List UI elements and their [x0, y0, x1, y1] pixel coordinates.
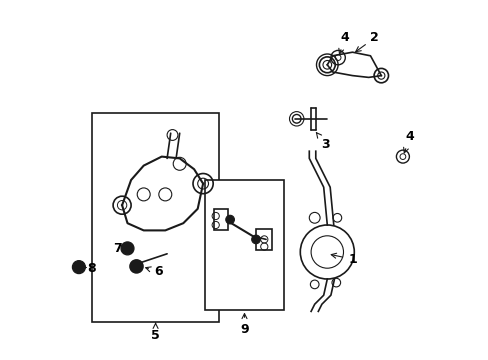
- Text: 1: 1: [330, 253, 356, 266]
- Circle shape: [251, 235, 260, 244]
- Text: 4: 4: [403, 130, 414, 153]
- Bar: [256, 229, 272, 250]
- Text: 5: 5: [151, 323, 160, 342]
- Bar: [91, 113, 219, 322]
- Text: 3: 3: [316, 132, 329, 150]
- Circle shape: [225, 215, 234, 224]
- Text: 6: 6: [145, 265, 162, 278]
- Circle shape: [72, 261, 85, 274]
- Text: 4: 4: [338, 31, 349, 54]
- Bar: [213, 209, 228, 230]
- Text: 7: 7: [113, 242, 126, 255]
- Circle shape: [121, 242, 134, 255]
- Text: 9: 9: [240, 314, 248, 336]
- Text: 2: 2: [355, 31, 378, 51]
- Circle shape: [130, 260, 142, 273]
- Bar: [204, 180, 284, 310]
- Text: 8: 8: [87, 262, 96, 275]
